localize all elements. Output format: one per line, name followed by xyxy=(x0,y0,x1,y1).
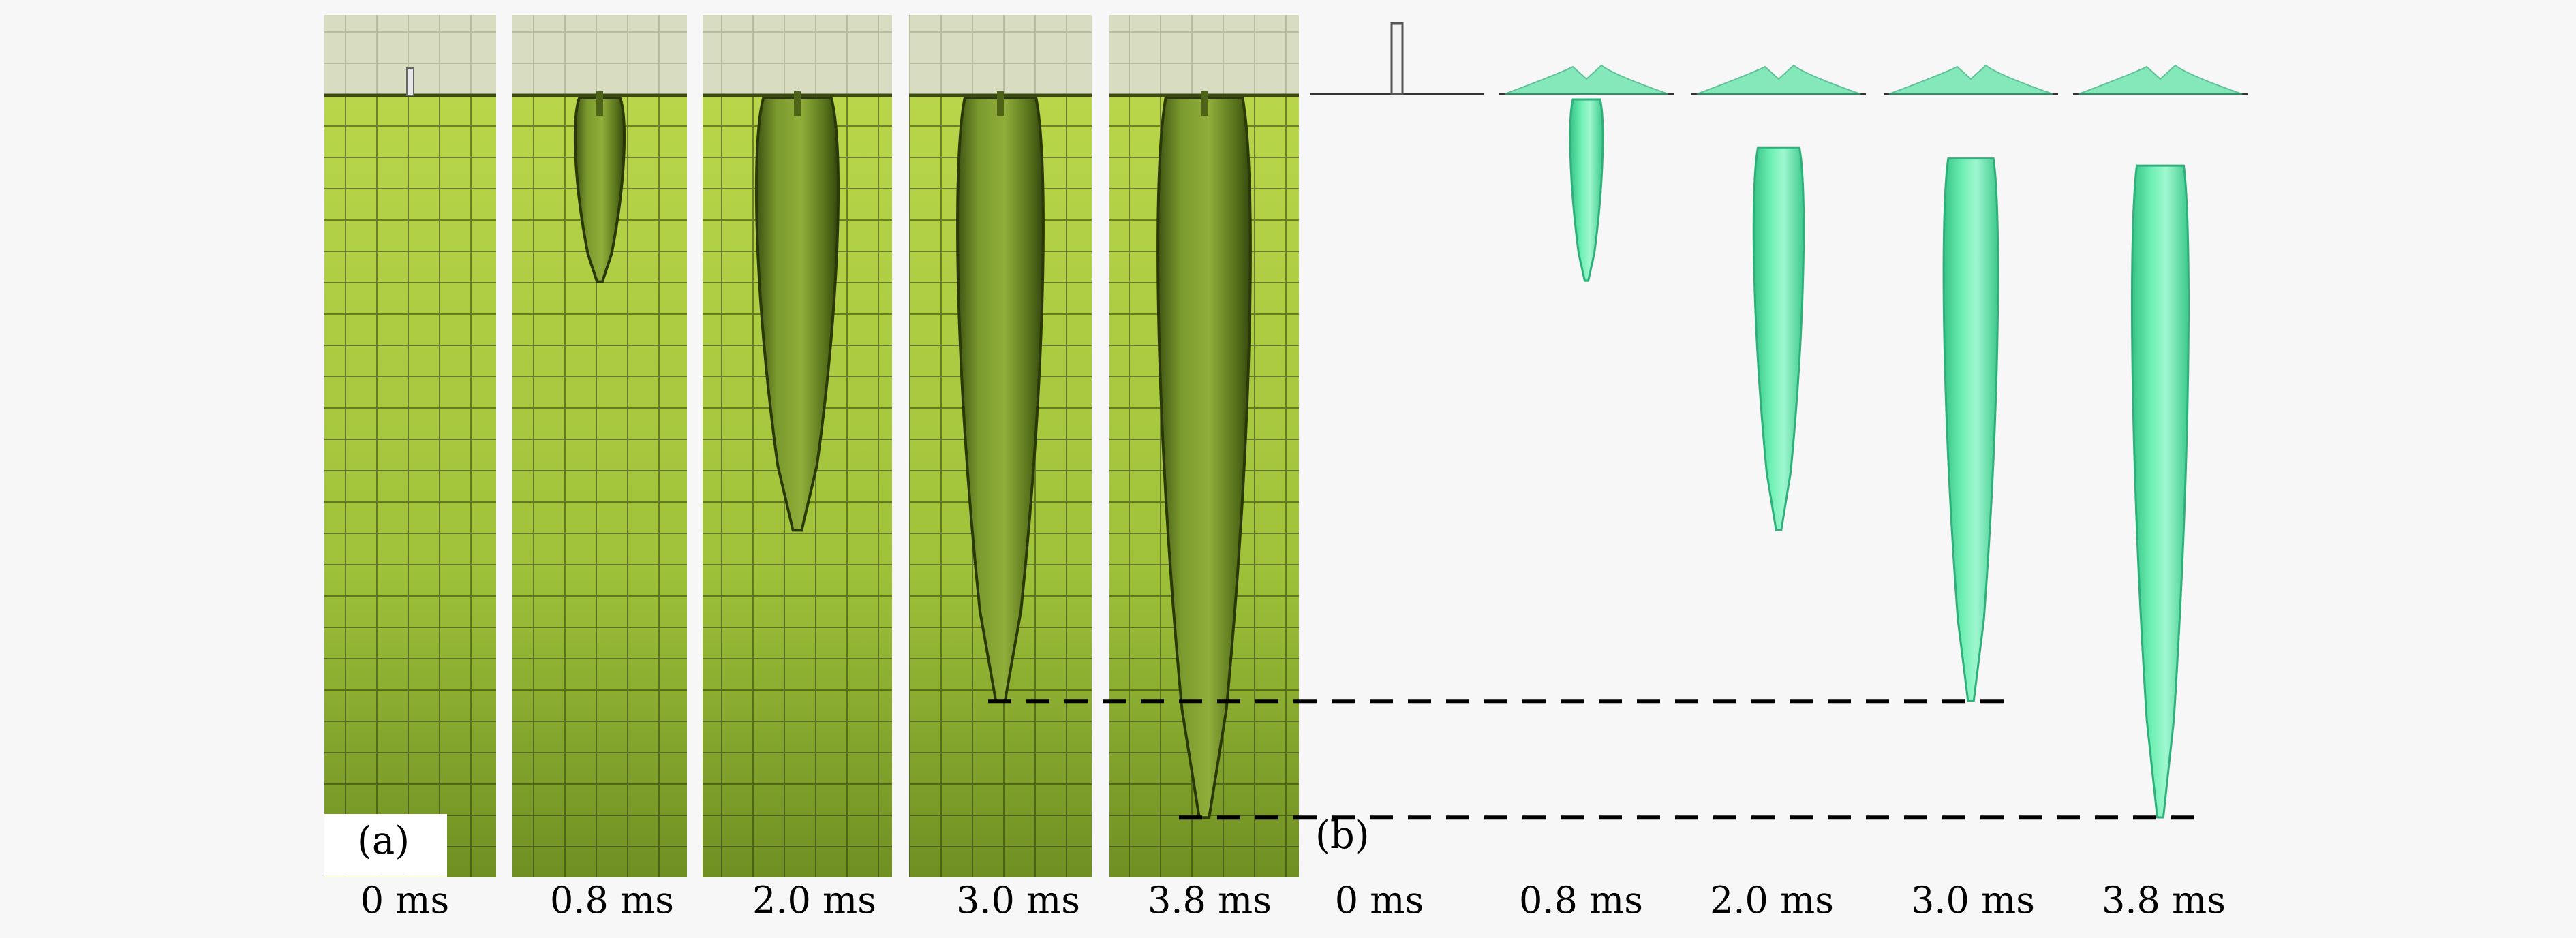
projectile xyxy=(406,67,414,96)
sim-projectile xyxy=(1390,22,1404,95)
depth-reference-lines xyxy=(988,699,2201,820)
panel-a-label: (a) xyxy=(357,819,410,863)
caption-b-2: 2.0 ms xyxy=(1710,879,1834,922)
air-grid xyxy=(909,15,1092,95)
caption-b-3: 3.0 ms xyxy=(1911,879,2035,922)
cavity xyxy=(573,97,626,283)
splash-crown xyxy=(2078,64,2243,95)
air-grid xyxy=(703,15,892,95)
sim-frame xyxy=(1884,64,2058,702)
caption-a-3: 3.0 ms xyxy=(956,879,1080,922)
caption-b-0: 0 ms xyxy=(1334,879,1424,922)
splash-crown xyxy=(1888,64,2053,95)
panel-a-photos xyxy=(324,15,1299,877)
sim-cavity xyxy=(2130,164,2190,819)
panel-a-label-box xyxy=(324,814,447,877)
sim-frame xyxy=(1499,64,1674,282)
caption-b-4: 3.8 ms xyxy=(2102,879,2226,922)
photo-frame xyxy=(703,15,892,877)
caption-a-1: 0.8 ms xyxy=(550,879,674,922)
sim-frame xyxy=(1310,22,1484,95)
water-grid xyxy=(324,95,496,877)
photo-frame xyxy=(324,15,496,877)
photo-frame xyxy=(909,15,1092,877)
splash-crown xyxy=(1696,64,1861,95)
cavity xyxy=(1156,97,1252,819)
panel-b-simulation xyxy=(1310,22,2248,819)
sim-cavity xyxy=(1569,98,1604,282)
air-grid xyxy=(512,15,687,95)
photo-frame xyxy=(1109,15,1299,877)
splash-crown xyxy=(1504,64,1669,95)
photo-frame xyxy=(512,15,687,877)
caption-a-2: 2.0 ms xyxy=(752,879,876,922)
caption-b-1: 0.8 ms xyxy=(1519,879,1643,922)
caption-a-4: 3.8 ms xyxy=(1148,879,1272,922)
sim-cavity xyxy=(1752,146,1805,531)
caption-a-0: 0 ms xyxy=(360,879,450,922)
air-grid xyxy=(1109,15,1299,95)
cavity xyxy=(754,97,840,532)
sim-cavity xyxy=(1942,157,1999,702)
panel-b-label: (b) xyxy=(1315,813,1370,858)
sim-frame xyxy=(2073,64,2248,819)
sim-frame xyxy=(1691,64,1866,531)
